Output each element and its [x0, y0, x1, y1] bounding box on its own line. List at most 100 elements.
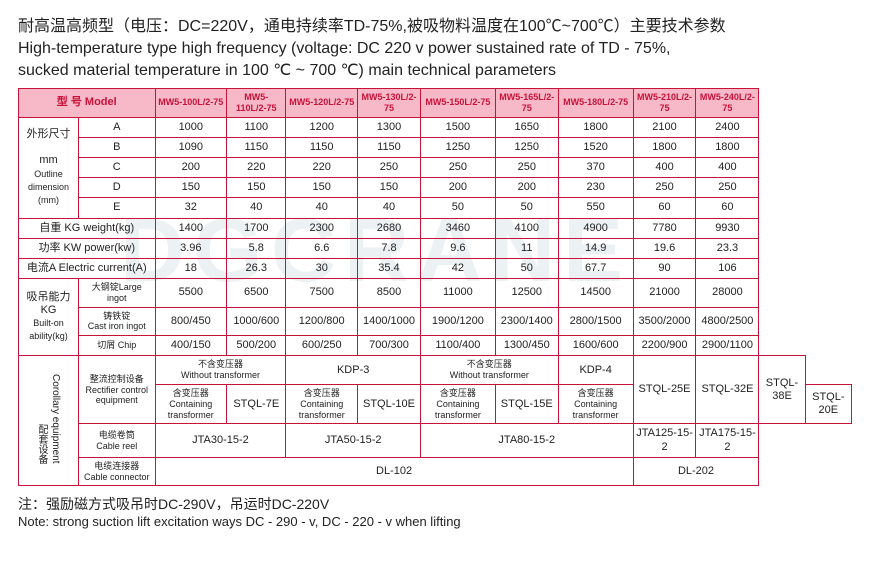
dim-d-label: D	[79, 178, 155, 198]
wt-en-3: Containing transformer	[423, 399, 493, 421]
model-0: MW5-100L/2-75	[155, 89, 227, 118]
cable-conn-en: Cable connector	[81, 472, 152, 483]
p-3: 7.8	[358, 238, 421, 258]
e-2: 40	[286, 198, 358, 218]
ch-4: 1100/400	[420, 336, 495, 356]
d-6: 230	[558, 178, 633, 198]
d-2: 150	[286, 178, 358, 198]
li-7: 21000	[633, 279, 696, 308]
c-6: 370	[558, 157, 633, 177]
no-trans-cn-2: 不含变压器	[467, 359, 512, 369]
ch-3: 700/300	[358, 336, 421, 356]
e-5: 50	[495, 198, 558, 218]
kdp3: KDP-3	[286, 356, 421, 385]
ci-8: 4800/2500	[696, 307, 759, 336]
stql20: STQL-20E	[805, 385, 851, 424]
cast-iron-label: 铸铁锭Cast iron ingot	[79, 307, 155, 336]
ci-4: 1900/1200	[420, 307, 495, 336]
wt-en-1: Containing transformer	[158, 399, 225, 421]
with-trans-4: 含变压器Containing transformer	[558, 385, 633, 424]
ci-5: 2300/1400	[495, 307, 558, 336]
with-trans-2: 含变压器Containing transformer	[286, 385, 358, 424]
e-0: 32	[155, 198, 227, 218]
b-4: 1250	[420, 137, 495, 157]
cu-2: 30	[286, 258, 358, 278]
rect-cn: 整流控制设备	[90, 374, 144, 384]
corollary-cn: 配套设备	[36, 424, 47, 464]
with-trans-1: 含变压器Containing transformer	[155, 385, 227, 424]
rectifier-label: 整流控制设备 Rectifier control equipment	[79, 356, 155, 424]
cu-0: 18	[155, 258, 227, 278]
ci-1: 1000/600	[227, 307, 286, 336]
lift-en1: Built-on	[33, 318, 64, 328]
cable-reel-cn: 电缆卷筒	[99, 430, 135, 440]
wt-cn-3: 含变压器	[440, 388, 476, 398]
w-0: 1400	[155, 218, 227, 238]
weight-label: 自重 KG weight(kg)	[19, 218, 156, 238]
e-6: 550	[558, 198, 633, 218]
ch-7: 2200/900	[633, 336, 696, 356]
cable-conn-label: 电缆连接器Cable connector	[79, 457, 155, 486]
outline-en1: Outline dimension	[28, 169, 69, 192]
cu-7: 90	[633, 258, 696, 278]
model-3: MW5-130L/2-75	[358, 89, 421, 118]
with-trans-3: 含变压器Containing transformer	[420, 385, 495, 424]
model-5: MW5-165L/2-75	[495, 89, 558, 118]
outline-label: 外形尺寸 mm Outline dimension (mm)	[19, 117, 79, 218]
ch-5: 1300/450	[495, 336, 558, 356]
c-5: 250	[495, 157, 558, 177]
stql15: STQL-15E	[495, 385, 558, 424]
ch-8: 2900/1100	[696, 336, 759, 356]
stql7: STQL-7E	[227, 385, 286, 424]
e-7: 60	[633, 198, 696, 218]
ch-1: 500/200	[227, 336, 286, 356]
wt-en-4: Containing transformer	[561, 399, 631, 421]
large-ingot-label: 大钢锭Large ingot	[79, 279, 155, 308]
b-7: 1800	[633, 137, 696, 157]
cable-reel-en: Cable reel	[81, 441, 152, 452]
wt-en-2: Containing transformer	[288, 399, 355, 421]
li-0: 5500	[155, 279, 227, 308]
corollary-label: 配套设备 Corollary equipment	[19, 356, 79, 486]
p-8: 23.3	[696, 238, 759, 258]
ci-3: 1400/1000	[358, 307, 421, 336]
title-english-1: High-temperature type high frequency (vo…	[18, 40, 852, 58]
power-label: 功率 KW power(kw)	[19, 238, 156, 258]
w-6: 4900	[558, 218, 633, 238]
cu-5: 50	[495, 258, 558, 278]
w-1: 1700	[227, 218, 286, 238]
spec-table: 型 号 Model MW5-100L/2-75 MW5-110L/2-75 MW…	[18, 88, 852, 486]
b-1: 1150	[227, 137, 286, 157]
a-2: 1200	[286, 117, 358, 137]
d-0: 150	[155, 178, 227, 198]
a-3: 1300	[358, 117, 421, 137]
e-4: 50	[420, 198, 495, 218]
model-2: MW5-120L/2-75	[286, 89, 358, 118]
dl102: DL-102	[155, 457, 633, 486]
a-8: 2400	[696, 117, 759, 137]
d-8: 250	[696, 178, 759, 198]
li-8: 28000	[696, 279, 759, 308]
wt-cn-1: 含变压器	[173, 388, 209, 398]
lift-cn: 吸吊能力	[27, 291, 71, 303]
w-8: 9930	[696, 218, 759, 238]
li-3: 8500	[358, 279, 421, 308]
ch-6: 1600/600	[558, 336, 633, 356]
chip-label: 切屑 Chip	[79, 336, 155, 356]
header-model: 型 号 Model	[19, 89, 156, 118]
w-2: 2300	[286, 218, 358, 238]
no-trans-en-1: Without transformer	[158, 370, 284, 381]
a-5: 1650	[495, 117, 558, 137]
model-4: MW5-150L/2-75	[420, 89, 495, 118]
stql32: STQL-32E	[696, 356, 759, 424]
e-8: 60	[696, 198, 759, 218]
w-4: 3460	[420, 218, 495, 238]
cast-iron-en: Cast iron ingot	[81, 321, 152, 332]
c-0: 200	[155, 157, 227, 177]
a-7: 2100	[633, 117, 696, 137]
ci-7: 3500/2000	[633, 307, 696, 336]
wt-cn-2: 含变压器	[304, 388, 340, 398]
wt-cn-4: 含变压器	[578, 388, 614, 398]
no-trans-2: 不含变压器Without transformer	[420, 356, 558, 385]
a-4: 1500	[420, 117, 495, 137]
